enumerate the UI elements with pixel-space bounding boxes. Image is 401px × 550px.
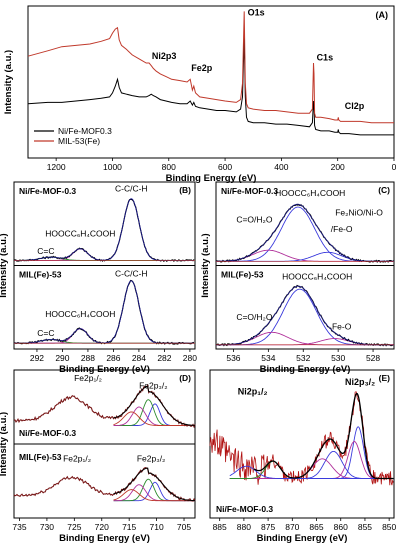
x-tick-label: 530 (331, 353, 345, 363)
panel-a-frame (27, 5, 395, 159)
y-axis-label: Intensity (a.u.) (200, 233, 211, 297)
x-tick-label: 710 (150, 522, 164, 532)
fit-envelope (216, 285, 394, 346)
x-tick-label: 735 (12, 522, 26, 532)
x-tick-label: 534 (261, 353, 275, 363)
fit-component (229, 465, 394, 479)
x-tick-label: 290 (55, 353, 69, 363)
x-tick-label: 855 (358, 522, 372, 532)
peak-label: HOOCC₆H₄COOH (275, 188, 345, 198)
x-tick-label: 715 (122, 522, 136, 532)
fit-component (113, 411, 195, 426)
x-axis-label: Binding Energy (eV) (59, 533, 150, 544)
peak-label: Ni2p₃/₂ (345, 377, 375, 387)
x-tick-label: 528 (366, 353, 380, 363)
sample-label: MIL(Fe)-53 (19, 452, 62, 462)
x-axis-label: Binding Energy (eV) (257, 533, 348, 544)
x-tick-label: 536 (226, 353, 240, 363)
panel-label: (A) (376, 10, 389, 20)
x-tick-label: 705 (177, 522, 191, 532)
peak-label: C=C (37, 328, 54, 338)
x-tick-label: 880 (237, 522, 251, 532)
peak-label: Fe₂NiO/Ni-O (335, 207, 383, 217)
x-tick-label: 720 (95, 522, 109, 532)
raw-spectrum (13, 467, 196, 502)
peak-annotation: Fe2p (191, 63, 213, 73)
fit-component (113, 399, 195, 426)
peak-label: Fe2p₁/₂ (74, 373, 102, 383)
x-tick-label: 600 (218, 162, 232, 172)
peak-label: HOOCC₆H₄COOH (282, 271, 352, 281)
y-axis-label: Intensity (a.u.) (3, 50, 14, 114)
x-tick-label: 1000 (103, 162, 122, 172)
legend-entry: MIL-53(Fe) (58, 136, 100, 146)
peak-label: Fe2p₃/₂ (139, 381, 168, 391)
peak-label: HOOCC₆H₄COOH (45, 228, 115, 238)
sample-label: Ni/Fe-MOF-0.3 (19, 186, 76, 196)
x-tick-label: 800 (162, 162, 176, 172)
x-tick-label: 532 (296, 353, 310, 363)
fit-envelope (113, 467, 195, 502)
x-tick-label: 885 (213, 522, 227, 532)
series-line-ni-fe-mof (27, 35, 394, 136)
sample-label: Ni/Fe-MOF-0.3 (19, 428, 76, 438)
peak-annotation: O1s (248, 8, 265, 18)
x-tick-label: 1200 (47, 162, 66, 172)
peak-annotation: C1s (317, 52, 334, 62)
x-tick-label: 730 (40, 522, 54, 532)
x-tick-label: 875 (261, 522, 275, 532)
peak-annotation: Ni2p3 (152, 51, 177, 61)
peak-label: C=C (37, 246, 54, 256)
fit-component (216, 249, 394, 262)
panel-label: (D) (179, 373, 191, 383)
fit-envelope (113, 386, 195, 426)
x-tick-label: 292 (30, 353, 44, 363)
x-tick-label: 288 (81, 353, 95, 363)
peak-label: /Fe-O (331, 224, 353, 234)
peak-label: Fe2p₃/₂ (137, 453, 166, 463)
fit-component (113, 489, 195, 502)
panel-label: (E) (379, 373, 391, 383)
fit-envelope (253, 392, 394, 480)
x-tick-label: 850 (382, 522, 396, 532)
x-tick-label: 865 (309, 522, 323, 532)
sample-label: MIL(Fe)-53 (221, 270, 264, 280)
x-tick-label: 286 (106, 353, 120, 363)
y-axis-label: Intensity (a.u.) (0, 412, 9, 476)
peak-label: C=O/H₂O (236, 312, 273, 322)
raw-spectrum (13, 383, 196, 429)
peak-label: Ni2p₁/₂ (238, 387, 268, 397)
legend-entry: Ni/Fe-MOF0.3 (58, 126, 112, 136)
x-tick-label: 280 (183, 353, 197, 363)
sample-label: Ni/Fe-MOF-0.3 (216, 504, 273, 514)
panel-label: (B) (179, 185, 191, 195)
fit-component (216, 251, 394, 262)
x-tick-label: 725 (67, 522, 81, 532)
x-tick-label: 0 (392, 162, 397, 172)
peak-annotation: Cl2p (345, 101, 365, 111)
x-tick-label: 282 (157, 353, 171, 363)
peak-label: Fe2p₁/₂ (63, 453, 91, 463)
panel-label: (C) (378, 185, 390, 195)
fit-component (113, 481, 195, 502)
sample-label: MIL(Fe)-53 (19, 270, 62, 280)
peak-label: HOOCC₆H₄COOH (45, 309, 115, 319)
peak-label: C-C/C-H (115, 183, 148, 193)
peak-label: C=O/H₂O (236, 214, 273, 224)
x-tick-label: 400 (274, 162, 288, 172)
fit-component (216, 331, 394, 346)
peak-label: C-C/C-H (115, 268, 148, 278)
series-line-mil-53 (27, 11, 394, 124)
x-axis-label: Binding Energy (eV) (166, 173, 257, 184)
y-axis-label: Intensity (a.u.) (0, 233, 9, 297)
x-tick-label: 870 (285, 522, 299, 532)
x-tick-label: 284 (132, 353, 146, 363)
x-tick-label: 200 (331, 162, 345, 172)
peak-label: Fe-O (332, 322, 352, 332)
x-tick-label: 860 (334, 522, 348, 532)
sample-label: Ni/Fe-MOF-0.3 (221, 186, 278, 196)
